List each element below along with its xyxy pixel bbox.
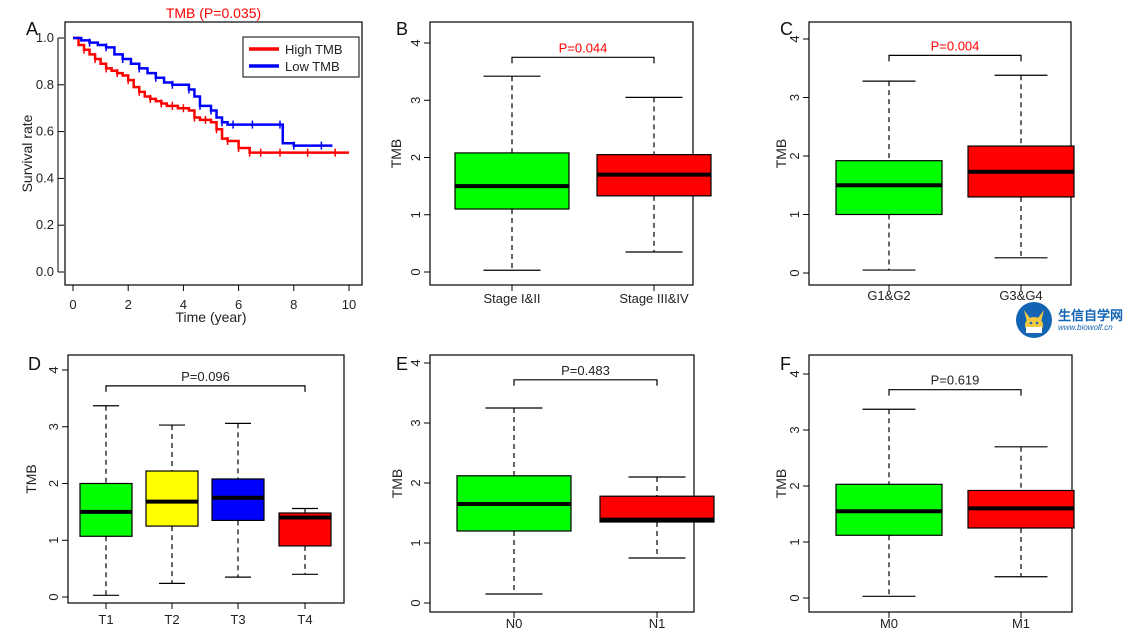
panel-b-category-label: Stage III&IV bbox=[619, 291, 689, 306]
panel-c-pvalue-bracket bbox=[888, 54, 1022, 62]
panel-e-category-label: N1 bbox=[649, 616, 666, 631]
panel-a-ytick-label: 0.4 bbox=[36, 170, 54, 185]
panel-b-pvalue-bracket bbox=[511, 56, 655, 64]
panel-d-letter: D bbox=[28, 354, 41, 374]
watermark: 生信自学网 www.biowolf.cn bbox=[1014, 300, 1134, 340]
panel-f-category-label: M1 bbox=[1012, 616, 1030, 631]
panel-d-ylabel: TMB bbox=[23, 464, 39, 494]
panel-d-ytick-label: 0 bbox=[46, 593, 61, 600]
panel-c-ytick-label: 0 bbox=[787, 269, 802, 276]
panel-a-series-low-line bbox=[73, 36, 333, 147]
panel-d-frame bbox=[67, 354, 345, 604]
panel-b-letter: B bbox=[396, 19, 408, 39]
watermark-url: www.biowolf.cn bbox=[1058, 323, 1113, 332]
panel-a-xlabel: Time (year) bbox=[175, 309, 246, 325]
panel-a-ytick-label: 0.6 bbox=[36, 124, 54, 139]
panel-f-ylabel: TMB bbox=[773, 469, 789, 499]
panel-f-pvalue-label: P=0.619 bbox=[931, 373, 980, 388]
panel-f-category-label: M0 bbox=[880, 616, 898, 631]
panel-a-ytick-label: 1.0 bbox=[36, 30, 54, 45]
panel-c-ytick-label: 1 bbox=[787, 211, 802, 218]
panel-b-ytick-label: 0 bbox=[408, 268, 423, 275]
panel-f-ytick-label: 1 bbox=[787, 538, 802, 545]
panel-c-ytick-label: 2 bbox=[787, 152, 802, 159]
panel-f-ytick-label: 4 bbox=[787, 370, 802, 377]
panel-a-legend-label: High TMB bbox=[285, 42, 343, 57]
panel-a-xtick-label: 2 bbox=[125, 297, 132, 312]
panel-a-title: TMB (P=0.035) bbox=[166, 5, 261, 21]
panel-e-letter: E bbox=[396, 354, 408, 374]
panel-a-ytick-label: 0.8 bbox=[36, 77, 54, 92]
panel-c-category-label: G3&G4 bbox=[999, 288, 1042, 303]
panel-a-xtick-label: 10 bbox=[342, 297, 356, 312]
panel-a-legend-box bbox=[242, 36, 360, 78]
panel-f-ytick-label: 0 bbox=[787, 594, 802, 601]
panel-b-ytick-label: 2 bbox=[408, 154, 423, 161]
panel-c-letter: C bbox=[780, 19, 793, 39]
panel-e-pvalue-label: P=0.483 bbox=[561, 363, 610, 378]
panel-f-letter: F bbox=[780, 354, 791, 374]
panel-c-ylabel: TMB bbox=[773, 139, 789, 169]
panel-a-letter: A bbox=[26, 19, 38, 39]
panel-c-pvalue-label: P=0.004 bbox=[931, 38, 980, 53]
panel-a-xtick-label: 8 bbox=[290, 297, 297, 312]
panel-f-frame bbox=[808, 354, 1073, 613]
watermark-title: 生信自学网 bbox=[1058, 308, 1124, 323]
panel-b-category-label: Stage I&II bbox=[483, 291, 540, 306]
panel-e-ytick-label: 3 bbox=[408, 419, 423, 426]
panel-b-ytick-label: 1 bbox=[408, 211, 423, 218]
panel-d-category-label: T3 bbox=[230, 612, 245, 627]
panel-a-xtick-label: 4 bbox=[180, 297, 187, 312]
panel-b-ytick-label: 3 bbox=[408, 97, 423, 104]
panel-d-ytick-label: 1 bbox=[46, 537, 61, 544]
panel-b-frame bbox=[429, 21, 694, 286]
panel-a-xtick-label: 6 bbox=[235, 297, 242, 312]
panel-e-ytick-label: 4 bbox=[408, 359, 423, 366]
panel-e-category-label: N0 bbox=[506, 616, 523, 631]
panel-d-ytick-label: 3 bbox=[46, 423, 61, 430]
panel-c-box-g1-g2 bbox=[835, 160, 943, 216]
panel-d-box-t2 bbox=[145, 470, 199, 527]
panel-a-xtick-label: 0 bbox=[69, 297, 76, 312]
panel-a-ylabel: Survival rate bbox=[19, 114, 35, 192]
panel-a-ytick-label: 0.0 bbox=[36, 264, 54, 279]
panel-f-ytick-label: 2 bbox=[787, 482, 802, 489]
panel-b-ylabel: TMB bbox=[388, 139, 404, 169]
panel-e-ytick-label: 1 bbox=[408, 539, 423, 546]
panel-d-category-label: T4 bbox=[297, 612, 312, 627]
panel-d-pvalue-bracket bbox=[105, 385, 306, 392]
panel-d-category-label: T2 bbox=[164, 612, 179, 627]
panel-a-frame bbox=[64, 21, 363, 286]
panel-c-ytick-label: 4 bbox=[787, 35, 802, 42]
panel-a-ytick-label: 0.2 bbox=[36, 217, 54, 232]
panel-d-pvalue-label: P=0.096 bbox=[181, 369, 230, 384]
panel-e-ytick-label: 0 bbox=[408, 599, 423, 606]
panel-f-pvalue-bracket bbox=[888, 389, 1022, 396]
panel-d-ytick-label: 2 bbox=[46, 480, 61, 487]
panel-c-ytick-label: 3 bbox=[787, 94, 802, 101]
panel-b-pvalue-label: P=0.044 bbox=[559, 40, 608, 55]
panel-b-ytick-label: 4 bbox=[408, 39, 423, 46]
panel-d-category-label: T1 bbox=[98, 612, 113, 627]
wolf-logo-icon bbox=[1016, 302, 1052, 338]
panel-d-ytick-label: 4 bbox=[46, 366, 61, 373]
panel-c-category-label: G1&G2 bbox=[867, 288, 910, 303]
panel-e-ytick-label: 2 bbox=[408, 479, 423, 486]
panel-a-legend-label: Low TMB bbox=[285, 59, 340, 74]
panel-b-box-stage-i-ii bbox=[454, 152, 570, 210]
panel-f-ytick-label: 3 bbox=[787, 426, 802, 433]
panel-e-ylabel: TMB bbox=[389, 469, 405, 499]
panel-e-pvalue-bracket bbox=[513, 379, 658, 386]
